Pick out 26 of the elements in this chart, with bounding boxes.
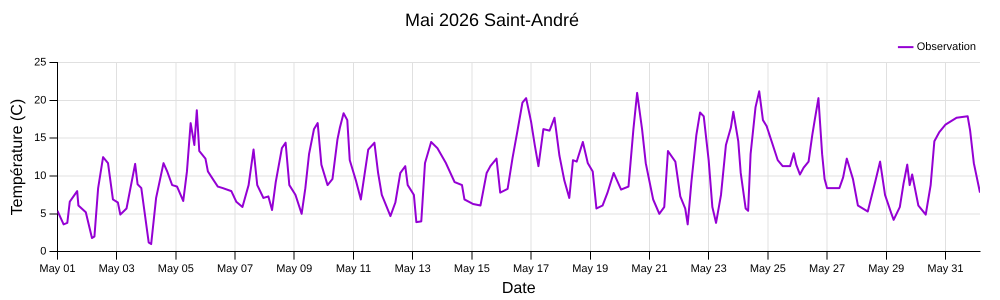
x-tick-label: May 29 — [868, 263, 904, 276]
y-tick-label: 25 — [34, 56, 46, 69]
y-tick-label: 20 — [34, 94, 46, 106]
x-tick-label: May 27 — [809, 263, 846, 276]
x-tick-label: May 09 — [276, 263, 312, 276]
x-tick-label: May 13 — [394, 263, 431, 276]
x-tick-label: May 07 — [217, 263, 254, 276]
y-tick-label: 0 — [40, 246, 46, 258]
legend-label: Observation — [916, 41, 976, 54]
x-tick-label: May 23 — [690, 263, 727, 276]
y-axis-title: Température (C) — [9, 98, 26, 216]
x-tick-label: May 19 — [572, 263, 608, 276]
x-tick-label: May 03 — [98, 263, 135, 276]
x-tick-label: May 11 — [336, 263, 372, 276]
x-tick-label: May 15 — [454, 263, 490, 276]
y-tick-label: 5 — [40, 208, 46, 220]
x-tick-label: May 01 — [39, 263, 76, 276]
y-tick-label: 15 — [34, 132, 46, 144]
x-axis-title: Date — [502, 280, 536, 297]
x-tick-label: May 25 — [750, 263, 786, 276]
x-tick-label: May 05 — [158, 263, 194, 276]
x-tick-label: May 21 — [631, 263, 668, 276]
chart-title: Mai 2026 Saint-André — [404, 10, 580, 30]
x-tick-label: May 17 — [513, 263, 550, 276]
x-tick-label: May 31 — [927, 263, 964, 276]
y-tick-label: 10 — [34, 170, 46, 182]
